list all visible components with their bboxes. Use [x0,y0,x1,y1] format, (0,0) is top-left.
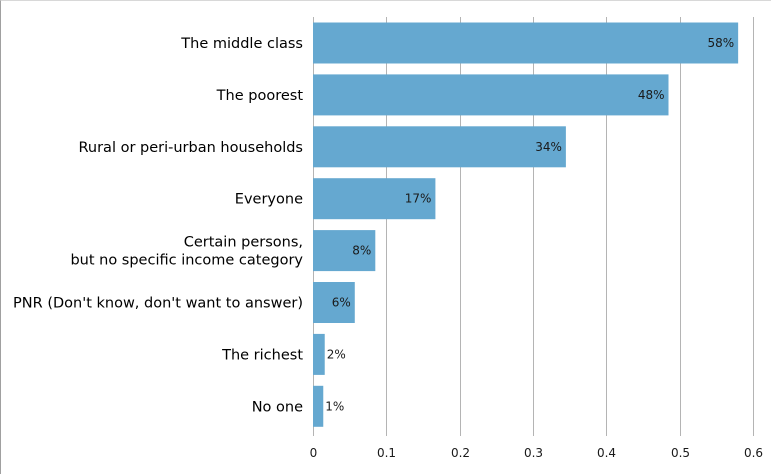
bar [313,333,325,375]
bar [313,282,355,323]
value-label: 6% [332,296,351,310]
bar [313,126,566,168]
x-tick-label: 0.2 [451,446,470,460]
x-tick-label: 0.3 [524,446,543,460]
bars [313,22,739,427]
category-label: PNR (Don't know, don't want to answer) [13,296,303,312]
category-label: but no specific income category [70,253,303,269]
category-label: Certain persons, [184,235,303,251]
bar [313,230,376,272]
category-label: The poorest [216,88,304,104]
x-axis-ticks: 0 0.1 0.2 0.3 0.4 0.5 0.6 [310,446,763,460]
category-label: Rural or peri-urban households [78,140,303,156]
value-label: 2% [327,347,346,361]
bar [313,74,669,116]
value-label: 48% [638,88,665,102]
bar [313,22,739,64]
x-tick-label: 0.5 [671,446,690,460]
value-label: 8% [352,244,371,258]
category-labels: The middle class The poorest Rural or peri… [13,36,303,415]
value-label: 17% [405,192,432,206]
x-tick-label: 0.1 [377,446,396,460]
x-tick-label: 0.6 [744,446,763,460]
value-label: 1% [325,399,344,413]
category-label: The middle class [180,36,303,52]
value-label: 34% [535,140,562,154]
x-tick-label: 0 [310,446,318,460]
bar [313,178,436,220]
grid-lines [313,17,754,436]
category-label: The richest [221,347,303,363]
category-label: Everyone [235,192,303,208]
x-tick-label: 0.4 [597,446,616,460]
value-labels: 58% 48% 34% 17% 8% 6% 2% 1% [325,36,734,413]
value-label: 58% [707,36,734,50]
category-label: No one [252,399,303,415]
bar [313,385,324,427]
